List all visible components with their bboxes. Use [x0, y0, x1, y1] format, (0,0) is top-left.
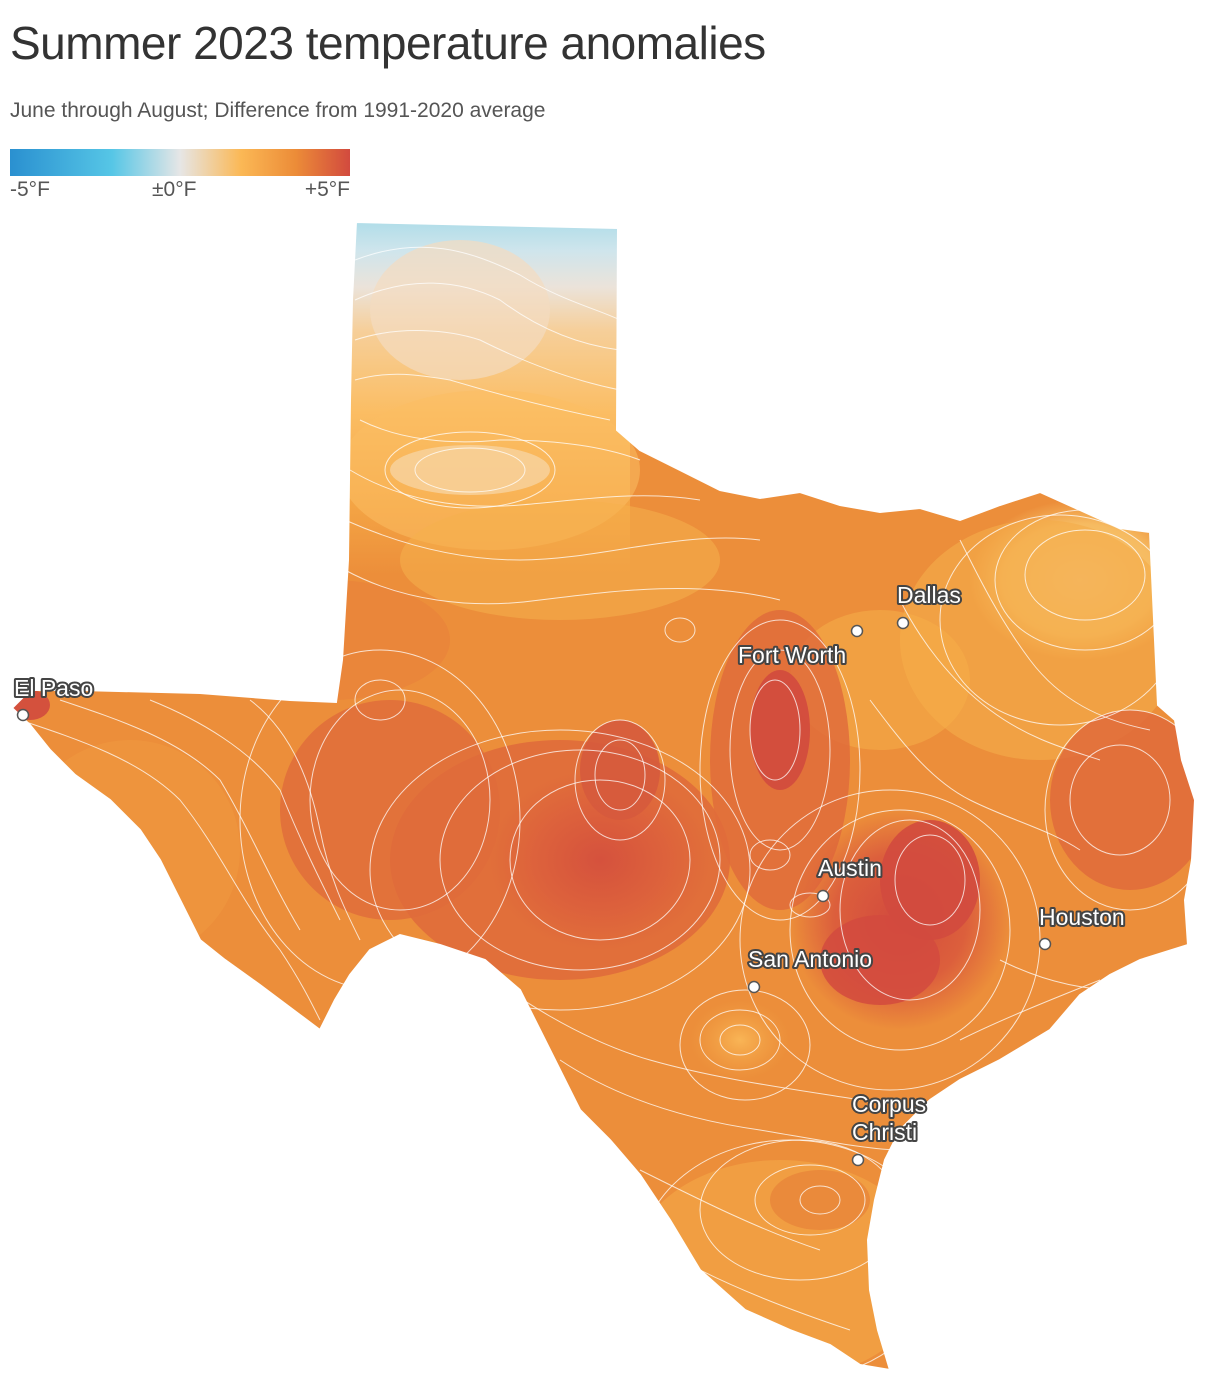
legend-min-label: -5°F — [10, 178, 50, 201]
dallas-label: Dallas — [897, 582, 961, 608]
dallas-marker-dot — [896, 616, 910, 630]
el-paso-marker-dot — [16, 708, 30, 722]
legend-max-label: +5°F — [304, 178, 350, 201]
fort-worth-label: Fort Worth — [738, 642, 846, 668]
map-subtitle: June through August; Difference from 199… — [10, 99, 546, 122]
city-el-paso: El Paso — [12, 673, 95, 722]
san-antonio-label: San Antonio — [748, 946, 872, 972]
anomaly-surface — [12, 222, 1195, 1370]
city-dallas: Dallas — [895, 580, 963, 630]
city-corpus-christi: Corpus Christi — [850, 1089, 933, 1167]
city-san-antonio: San Antonio — [746, 944, 874, 994]
san-antonio-marker-dot — [747, 980, 761, 994]
map-title: Summer 2023 temperature anomalies — [10, 17, 766, 69]
color-legend: -5°F ±0°F +5°F — [10, 149, 350, 202]
legend-labels: -5°F ±0°F +5°F — [10, 176, 350, 202]
fort-worth-marker-dot — [850, 624, 864, 638]
houston-marker-dot — [1038, 937, 1052, 951]
legend-mid-label: ±0°F — [152, 178, 197, 201]
el-paso-label: El Paso — [14, 675, 93, 701]
legend-gradient-bar — [10, 149, 350, 176]
contour-lines — [19, 246, 1195, 1370]
austin-label: Austin — [818, 855, 882, 881]
city-houston: Houston — [1037, 902, 1127, 951]
city-fort-worth: Fort Worth — [736, 624, 864, 670]
corpus-christi-label: Corpus Christi — [852, 1091, 933, 1145]
city-austin: Austin — [816, 853, 884, 903]
austin-marker-dot — [816, 889, 830, 903]
corpus-christi-marker-dot — [851, 1153, 865, 1167]
houston-label: Houston — [1039, 904, 1125, 930]
